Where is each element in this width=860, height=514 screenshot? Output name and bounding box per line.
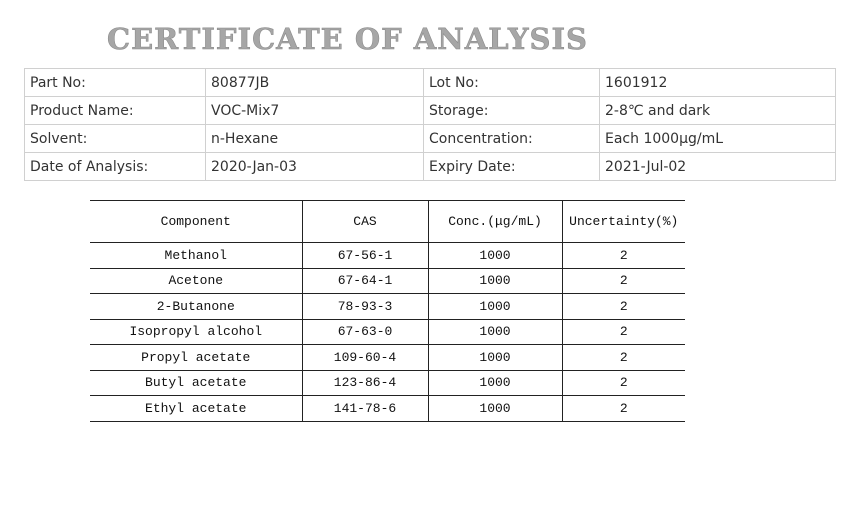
cell: 2 — [561, 369, 685, 396]
cell: 2 — [561, 344, 685, 371]
component-row: 2-Butanone 78-93-3 1000 2 — [90, 293, 685, 320]
cell: 2 — [561, 267, 685, 294]
info-value: 1601912 — [599, 68, 836, 97]
cell: 2 — [561, 242, 685, 269]
component-table: Component CAS Conc.(μg/mL) Uncertainty(%) Me… — [90, 200, 685, 422]
info-row: Solvent: n-Hexane Concentration: Each 1000μ… — [24, 124, 836, 153]
component-row: Ethyl acetate 141-78-6 1000 2 — [90, 395, 685, 422]
info-row: Part No: 80877JB Lot No: 1601912 — [24, 68, 836, 97]
info-value: n-Hexane — [205, 124, 424, 153]
column-header: CAS — [301, 200, 428, 243]
info-table: Part No: 80877JB Lot No: 1601912 Product Nam… — [24, 68, 836, 181]
info-row: Product Name: VOC-Mix7 Storage: 2-8℃ and da… — [24, 96, 836, 125]
header-row: Component CAS Conc.(μg/mL) Uncertainty(%) — [90, 200, 685, 243]
info-value: 2021-Jul-02 — [599, 152, 836, 181]
cell: 1000 — [427, 344, 562, 371]
cell: Propyl acetate — [90, 344, 302, 371]
component-row: Propyl acetate 109-60-4 1000 2 — [90, 344, 685, 371]
cell: 2 — [561, 318, 685, 345]
info-label: Solvent: — [24, 124, 206, 153]
cell: 1000 — [427, 395, 562, 422]
info-value: 80877JB — [205, 68, 424, 97]
component-row: Acetone 67-64-1 1000 2 — [90, 267, 685, 294]
info-label: Part No: — [24, 68, 206, 97]
info-value: 2020-Jan-03 — [205, 152, 424, 181]
info-label: Lot No: — [423, 68, 600, 97]
info-value: Each 1000μg/mL — [599, 124, 836, 153]
cell: Ethyl acetate — [90, 395, 302, 422]
cell: 123-86-4 — [301, 369, 428, 396]
cell: 2 — [561, 293, 685, 320]
cell: 67-63-0 — [301, 318, 428, 345]
info-value: 2-8℃ and dark — [599, 96, 836, 125]
info-row: Date of Analysis: 2020-Jan-03 Expiry Date:… — [24, 152, 836, 181]
cell: 78-93-3 — [301, 293, 428, 320]
cell: 2-Butanone — [90, 293, 302, 320]
cell: Isopropyl alcohol — [90, 318, 302, 345]
component-row: Butyl acetate 123-86-4 1000 2 — [90, 369, 685, 396]
cell: 67-64-1 — [301, 267, 428, 294]
cell: 2 — [561, 395, 685, 422]
component-row: Methanol 67-56-1 1000 2 — [90, 242, 685, 269]
info-label: Date of Analysis: — [24, 152, 206, 181]
info-label: Expiry Date: — [423, 152, 600, 181]
info-value: VOC-Mix7 — [205, 96, 424, 125]
column-header: Conc.(μg/mL) — [427, 200, 562, 243]
cell: 1000 — [427, 267, 562, 294]
cell: 1000 — [427, 369, 562, 396]
cell: 109-60-4 — [301, 344, 428, 371]
info-label: Concentration: — [423, 124, 600, 153]
cell: Acetone — [90, 267, 302, 294]
info-label: Storage: — [423, 96, 600, 125]
column-header: Uncertainty(%) — [561, 200, 685, 243]
column-header: Component — [90, 200, 302, 243]
cell: 67-56-1 — [301, 242, 428, 269]
cell: Butyl acetate — [90, 369, 302, 396]
cell: Methanol — [90, 242, 302, 269]
cell: 1000 — [427, 318, 562, 345]
component-row: Isopropyl alcohol 67-63-0 1000 2 — [90, 318, 685, 345]
info-label: Product Name: — [24, 96, 206, 125]
cell: 1000 — [427, 242, 562, 269]
cell: 141-78-6 — [301, 395, 428, 422]
document-title: CERTIFICATE OF ANALYSIS — [107, 22, 588, 57]
cell: 1000 — [427, 293, 562, 320]
